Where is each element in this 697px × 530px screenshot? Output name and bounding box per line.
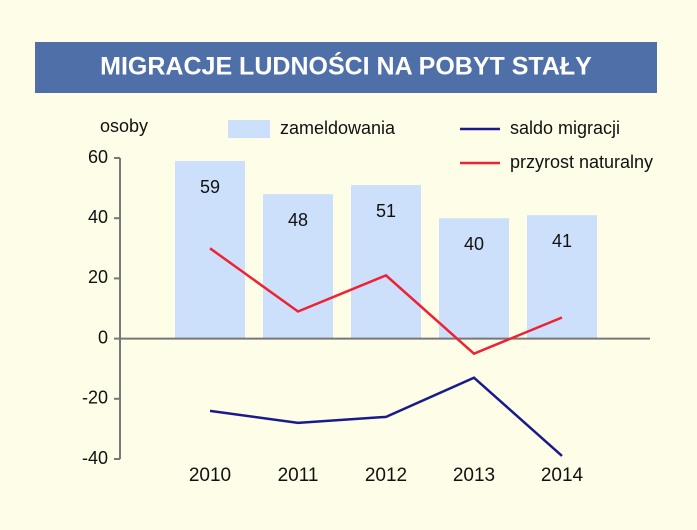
data-label: 51 bbox=[376, 201, 396, 221]
legend-label: zameldowania bbox=[280, 118, 396, 138]
data-label: 41 bbox=[552, 231, 572, 251]
y-tick-label: -20 bbox=[82, 388, 108, 408]
data-label: 40 bbox=[464, 234, 484, 254]
x-tick-label: 2010 bbox=[189, 465, 231, 486]
legend-label: przyrost naturalny bbox=[510, 152, 653, 172]
y-tick-label: 60 bbox=[88, 147, 108, 167]
y-axis-label: osoby bbox=[100, 116, 148, 136]
x-tick-label: 2012 bbox=[365, 465, 407, 486]
line bbox=[209, 376, 563, 457]
bar bbox=[351, 185, 421, 339]
y-tick-label: 40 bbox=[88, 207, 108, 227]
line bbox=[209, 247, 563, 356]
legend-swatch bbox=[228, 120, 270, 138]
legend-label: saldo migracji bbox=[510, 118, 620, 138]
bar bbox=[263, 194, 333, 339]
y-tick-label: 20 bbox=[88, 267, 108, 287]
data-label: 59 bbox=[200, 177, 220, 197]
title-banner bbox=[35, 42, 657, 93]
x-tick-label: 2013 bbox=[453, 465, 495, 486]
x-tick-label: 2011 bbox=[278, 465, 319, 486]
bar bbox=[439, 218, 509, 339]
chart-title: MIGRACJE LUDNOŚCI NA POBYT STAŁY bbox=[100, 51, 592, 81]
x-tick-label: 2014 bbox=[541, 465, 584, 486]
data-label: 48 bbox=[288, 210, 308, 230]
y-tick-label: -40 bbox=[82, 448, 108, 468]
y-tick-label: 0 bbox=[98, 327, 108, 347]
